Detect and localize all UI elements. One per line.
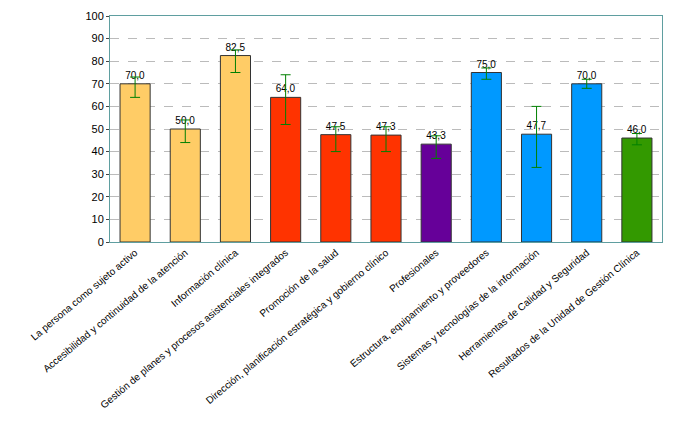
svg-text:Promoción de la salud: Promoción de la salud — [257, 247, 340, 319]
svg-text:70: 70 — [92, 78, 104, 90]
svg-text:Dirección, planificación estra: Dirección, planificación estratégica y g… — [204, 247, 391, 406]
svg-text:Accesibilidad y continuidad de: Accesibilidad y continuidad de la atenci… — [41, 247, 190, 374]
svg-text:Herramientas de Calidad y Segu: Herramientas de Calidad y Seguridad — [456, 247, 591, 363]
svg-text:Información clínica: Información clínica — [169, 247, 240, 309]
svg-text:20: 20 — [92, 191, 104, 203]
svg-text:64,0: 64,0 — [276, 83, 296, 94]
svg-text:Profesionales: Profesionales — [387, 247, 440, 294]
svg-text:40: 40 — [92, 145, 104, 157]
svg-text:Estructura, equipamiento y pro: Estructura, equipamiento y proveedores — [348, 247, 491, 369]
svg-text:50,0: 50,0 — [175, 115, 195, 126]
svg-text:Sistemas y tecnologías de la i: Sistemas y tecnologías de la información — [395, 247, 541, 372]
svg-text:47,7: 47,7 — [527, 120, 547, 131]
svg-text:46,0: 46,0 — [627, 124, 647, 135]
svg-text:80: 80 — [92, 55, 104, 67]
svg-text:100: 100 — [85, 10, 103, 22]
svg-text:10: 10 — [92, 213, 104, 225]
svg-text:70,0: 70,0 — [125, 70, 145, 81]
svg-text:La persona como sujeto activo: La persona como sujeto activo — [29, 247, 140, 343]
svg-text:47,3: 47,3 — [376, 121, 396, 132]
svg-text:82,5: 82,5 — [226, 42, 246, 53]
svg-text:47,5: 47,5 — [326, 121, 346, 132]
svg-text:70,0: 70,0 — [577, 70, 597, 81]
svg-text:Gestión de planes y procesos a: Gestión de planes y procesos asistencial… — [98, 247, 290, 410]
svg-text:30: 30 — [92, 168, 104, 180]
svg-text:90: 90 — [92, 32, 104, 44]
svg-text:75,0: 75,0 — [476, 59, 496, 70]
svg-text:Resultados de la Unidad de Ges: Resultados de la Unidad de Gestión Clíni… — [486, 247, 642, 380]
svg-text:60: 60 — [92, 100, 104, 112]
svg-text:0: 0 — [98, 236, 104, 248]
svg-text:50: 50 — [92, 123, 104, 135]
svg-text:43,3: 43,3 — [426, 130, 446, 141]
